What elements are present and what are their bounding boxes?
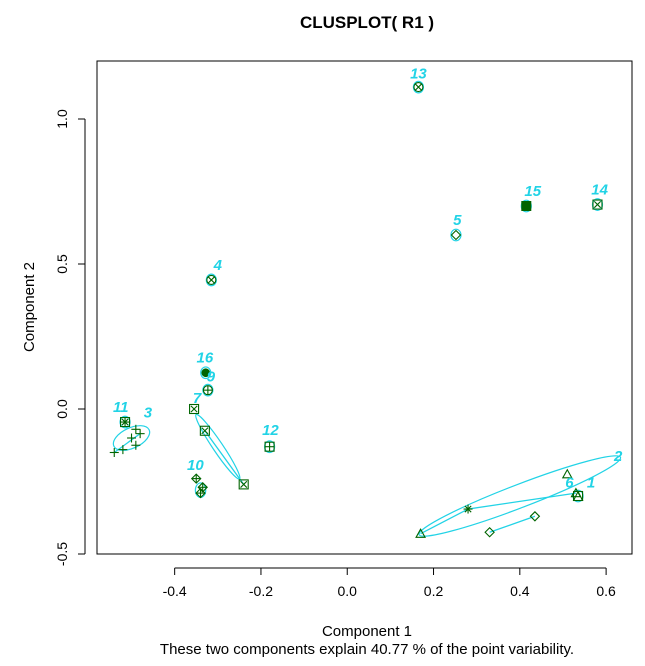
chart-title: CLUSPLOT( R1 ) — [300, 13, 434, 32]
cluster-label: 16 — [197, 350, 214, 367]
cluster-label: 11 — [113, 399, 129, 416]
data-point — [521, 201, 532, 211]
y-tick-label: 0.0 — [54, 399, 70, 419]
data-point — [415, 528, 427, 538]
data-point — [484, 526, 495, 538]
data-point — [109, 448, 119, 457]
cluster-label: 10 — [187, 457, 204, 474]
x-tick-label: 0.2 — [424, 583, 444, 599]
cluster-label: 15 — [524, 183, 541, 200]
cluster-label: 13 — [410, 65, 427, 82]
data-point — [199, 425, 210, 436]
y-tick-label: -0.5 — [54, 542, 70, 566]
x-tick-label: -0.4 — [163, 583, 187, 599]
data-point — [264, 441, 275, 452]
x-tick-label: -0.2 — [249, 583, 273, 599]
cluster-label: 7 — [193, 390, 202, 407]
cluster-label: 2 — [613, 448, 623, 465]
y-axis: -0.5 0.0 0.5 1.0 — [54, 109, 86, 566]
cluster-label: 14 — [591, 181, 608, 198]
data-point — [119, 416, 131, 428]
cluster-ellipse — [200, 366, 212, 380]
cluster-label: 1 — [587, 474, 595, 491]
y-tick-label: 0.5 — [54, 254, 70, 274]
data-point — [202, 385, 213, 396]
data-point — [206, 274, 217, 286]
data-point — [570, 487, 582, 498]
x-axis: -0.4 -0.2 0.0 0.2 0.4 0.6 — [163, 567, 616, 599]
data-point — [190, 473, 202, 484]
x-axis-label: Component 1 — [322, 623, 412, 640]
data-point — [131, 440, 141, 450]
cluster-ellipse — [418, 455, 622, 537]
data-point — [201, 368, 211, 378]
cluster-label: 3 — [144, 405, 153, 422]
data-point — [463, 504, 473, 514]
cluster-segment — [420, 508, 469, 535]
data-point — [135, 429, 145, 439]
data-point — [561, 468, 573, 479]
data-point — [195, 487, 206, 499]
cluster-segment — [204, 430, 245, 485]
cluster-label: 4 — [213, 257, 223, 274]
data-point — [450, 229, 462, 241]
plot-frame — [96, 60, 633, 555]
cluster-segment — [489, 515, 536, 533]
y-axis-label: Component 2 — [21, 262, 38, 352]
y-tick-label: 1.0 — [54, 109, 70, 129]
x-tick-label: 0.6 — [596, 583, 616, 599]
data-point — [413, 82, 424, 93]
data-point — [238, 479, 249, 490]
cluster-segment — [467, 492, 577, 510]
chart-subtitle: These two components explain 40.77 % of … — [160, 641, 574, 658]
data-point — [131, 424, 141, 434]
data-point — [127, 433, 137, 443]
x-tick-label: 0.0 — [338, 583, 358, 599]
x-tick-label: 0.4 — [510, 583, 530, 599]
cluster-label: 12 — [262, 422, 279, 439]
data-point — [529, 511, 541, 522]
data-point — [118, 445, 128, 455]
cluster-label: 6 — [565, 474, 574, 491]
cluster-label: 9 — [207, 368, 216, 385]
cluster-label: 5 — [453, 212, 462, 229]
data-point — [592, 199, 603, 210]
data-point — [189, 403, 200, 415]
